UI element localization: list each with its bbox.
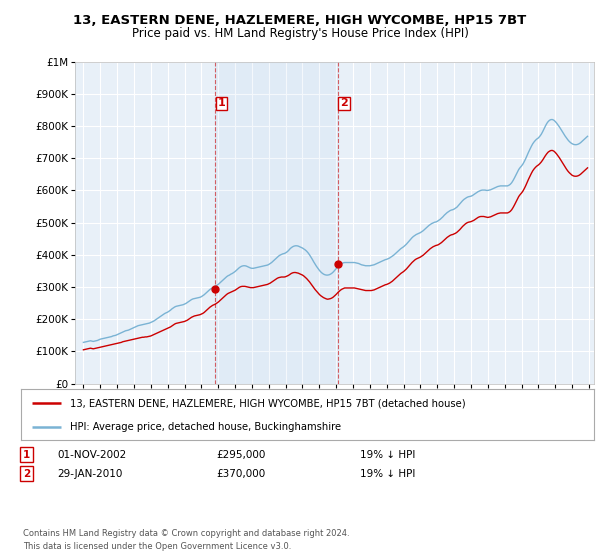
- Text: £295,000: £295,000: [216, 450, 265, 460]
- Text: 19% ↓ HPI: 19% ↓ HPI: [360, 450, 415, 460]
- Text: 13, EASTERN DENE, HAZLEMERE, HIGH WYCOMBE, HP15 7BT (detached house): 13, EASTERN DENE, HAZLEMERE, HIGH WYCOMB…: [70, 398, 466, 408]
- Bar: [215, 62, 338, 384]
- Text: 1: 1: [23, 450, 30, 460]
- Text: £370,000: £370,000: [216, 469, 265, 479]
- Text: This data is licensed under the Open Government Licence v3.0.: This data is licensed under the Open Gov…: [23, 542, 291, 551]
- Text: 29-JAN-2010: 29-JAN-2010: [57, 469, 122, 479]
- Text: Contains HM Land Registry data © Crown copyright and database right 2024.: Contains HM Land Registry data © Crown c…: [23, 529, 349, 538]
- Text: 2: 2: [340, 99, 348, 109]
- Text: 01-NOV-2002: 01-NOV-2002: [57, 450, 126, 460]
- Text: 1: 1: [218, 99, 226, 109]
- Text: 19% ↓ HPI: 19% ↓ HPI: [360, 469, 415, 479]
- Text: HPI: Average price, detached house, Buckinghamshire: HPI: Average price, detached house, Buck…: [70, 422, 341, 432]
- Text: Price paid vs. HM Land Registry's House Price Index (HPI): Price paid vs. HM Land Registry's House …: [131, 27, 469, 40]
- Text: 13, EASTERN DENE, HAZLEMERE, HIGH WYCOMBE, HP15 7BT: 13, EASTERN DENE, HAZLEMERE, HIGH WYCOMB…: [73, 14, 527, 27]
- Text: 2: 2: [23, 469, 30, 479]
